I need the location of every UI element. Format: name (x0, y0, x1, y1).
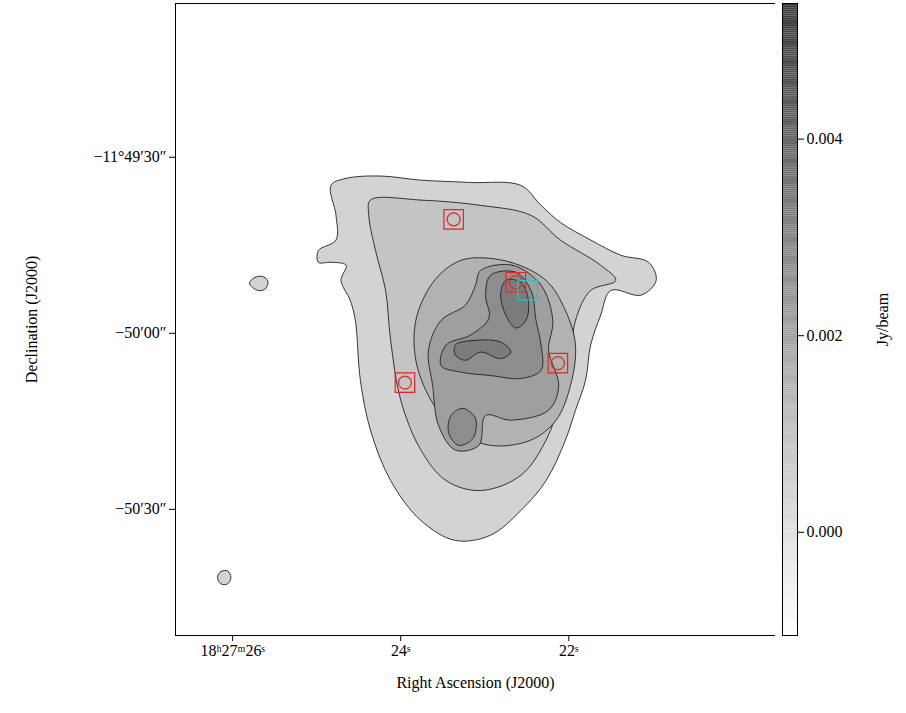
svg-text:−50′00″: −50′00″ (115, 324, 166, 341)
svg-text:Right Ascension (J2000): Right Ascension (J2000) (396, 674, 554, 692)
svg-text:24ˢ: 24ˢ (391, 642, 411, 659)
svg-text:18ʰ27ᵐ26ˢ: 18ʰ27ᵐ26ˢ (200, 642, 265, 659)
svg-text:−11°49′30″: −11°49′30″ (94, 148, 167, 165)
svg-text:Declination (J2000): Declination (J2000) (23, 256, 41, 384)
svg-text:0.004: 0.004 (807, 130, 843, 147)
svg-text:0.000: 0.000 (807, 523, 843, 540)
svg-text:0.002: 0.002 (807, 327, 843, 344)
svg-text:−50′30″: −50′30″ (115, 500, 166, 517)
svg-text:Jy/beam: Jy/beam (874, 292, 892, 346)
svg-text:22ˢ: 22ˢ (559, 642, 579, 659)
